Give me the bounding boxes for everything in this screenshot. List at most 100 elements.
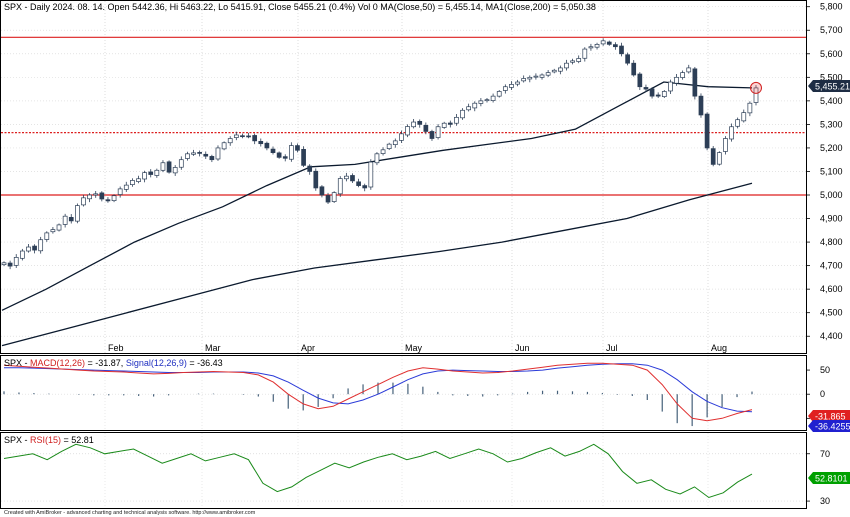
candle-body — [288, 145, 294, 160]
candle-body — [466, 106, 472, 111]
macd-tick-label: 0 — [820, 389, 825, 399]
candle-body — [282, 156, 288, 159]
candle-body — [62, 215, 68, 225]
price-tick-label: 5,300 — [820, 119, 843, 129]
footer: Created with AmiBroker - advanced charti… — [4, 510, 256, 516]
price-tick-label: 5,600 — [820, 49, 843, 59]
rsi-panel — [0, 432, 807, 509]
month-label: Jul — [606, 343, 618, 353]
price-tick-label: 4,900 — [820, 214, 843, 224]
candle-body — [374, 153, 380, 164]
candle-body — [539, 74, 545, 78]
candle-body — [87, 194, 92, 200]
candle-body — [570, 60, 575, 63]
macd-header: SPX - MACD(12,26) = -31.87, Signal(12,26… — [4, 358, 223, 368]
candle-body — [613, 44, 618, 48]
candle-body — [331, 192, 337, 202]
candle-body — [264, 142, 270, 149]
candle-body — [270, 148, 276, 153]
candle-body — [295, 145, 300, 151]
candle-body — [75, 205, 80, 222]
macd-badge: -31.865 — [808, 410, 850, 422]
candle-body — [344, 175, 349, 180]
candle-body — [172, 167, 178, 174]
candle-body — [252, 135, 258, 142]
candle-body — [399, 133, 404, 141]
candle-body — [454, 116, 459, 124]
candle-body — [588, 46, 594, 49]
candle-body — [723, 138, 728, 152]
svg-text:-36.4255: -36.4255 — [815, 422, 850, 432]
rsi-path — [3, 443, 753, 499]
price-tick-label: 4,600 — [820, 284, 843, 294]
candle-body — [747, 102, 753, 114]
candle-body — [502, 86, 508, 91]
candle-body — [276, 152, 282, 158]
candle-body — [533, 75, 539, 78]
candle-body — [99, 192, 105, 200]
rsi-tick-label: 30 — [820, 496, 830, 506]
last-candle-marker — [750, 81, 762, 94]
candle-body — [753, 87, 759, 103]
candle-body — [240, 135, 245, 138]
candle-body — [460, 109, 465, 119]
candle-body — [191, 152, 196, 155]
candle-body — [19, 250, 25, 259]
price-panel — [0, 0, 807, 354]
candle-body — [307, 165, 313, 172]
candle-body — [233, 134, 239, 138]
candle-body — [313, 170, 319, 189]
candle-body — [692, 68, 698, 97]
candle-body — [166, 161, 172, 173]
candle-body — [197, 152, 202, 154]
candle-body — [337, 178, 343, 195]
candle-body — [710, 148, 716, 165]
candle-body — [741, 112, 747, 122]
candle-body — [674, 76, 679, 84]
rsi-header: SPX - RSI(15) = 52.81 — [4, 435, 94, 445]
price-tick-label: 5,100 — [820, 166, 843, 176]
candle-body — [484, 99, 490, 102]
price-tick-label: 5,800 — [820, 2, 843, 12]
ma200-line — [1, 182, 753, 347]
month-label: Jun — [515, 343, 530, 353]
candle-body — [142, 172, 147, 180]
month-label: Aug — [711, 343, 727, 353]
candle-body — [686, 67, 692, 73]
axes: 4,400 4,500 4,600 4,700 4,800 4,900 5,000 5,100… — [108, 2, 843, 506]
month-label: Apr — [301, 343, 315, 353]
candle-body — [704, 113, 710, 149]
candle-body — [386, 143, 392, 149]
candle-body — [429, 131, 435, 139]
candle-body — [668, 81, 673, 92]
price-tick-label: 4,800 — [820, 237, 843, 247]
candle-body — [392, 140, 398, 145]
candle-body — [680, 72, 685, 78]
macd-tick-label: 50 — [820, 365, 830, 375]
candle-body — [594, 44, 600, 48]
rsi-area — [1, 443, 806, 502]
candle-body — [93, 193, 99, 196]
candle-body — [545, 72, 551, 76]
candle-body — [203, 153, 209, 157]
month-label: May — [405, 343, 423, 353]
candle-body — [600, 40, 606, 45]
candle-body — [246, 135, 251, 138]
candle-body — [423, 124, 429, 132]
candle-body — [417, 120, 423, 125]
price-tick-label: 5,400 — [820, 96, 843, 106]
candle-body — [136, 178, 141, 182]
candle-body — [7, 262, 13, 267]
candle-body — [319, 186, 325, 196]
candle-body — [1, 262, 7, 266]
candle-body — [606, 41, 612, 45]
candle-body — [582, 48, 588, 59]
candle-body — [301, 148, 306, 166]
candle-body — [68, 217, 74, 222]
candle-body — [356, 181, 361, 186]
candle-body — [221, 142, 227, 150]
price-tick-label: 4,500 — [820, 308, 843, 318]
price-header: SPX - Daily 2024. 08. 14. Open 5442.36, … — [4, 2, 596, 12]
candle-body — [435, 126, 441, 138]
